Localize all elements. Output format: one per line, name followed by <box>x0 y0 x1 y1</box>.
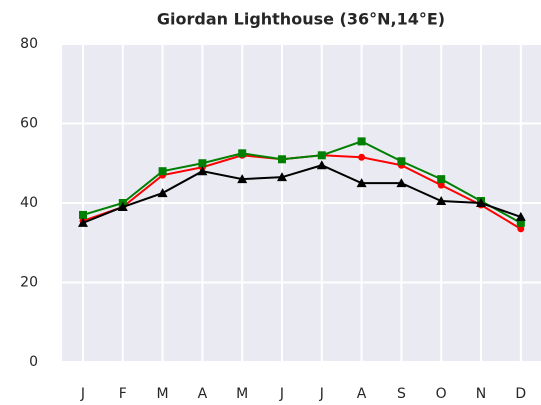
y-tick-label: 20 <box>20 275 38 291</box>
x-tick-label: M <box>157 386 169 402</box>
marker <box>316 160 327 170</box>
marker <box>358 153 366 161</box>
x-tick-label: J <box>319 386 324 402</box>
marker <box>516 218 525 227</box>
marker <box>117 201 128 211</box>
marker <box>437 175 446 184</box>
marker <box>158 167 167 176</box>
x-tick-label: O <box>436 386 447 402</box>
marker <box>357 137 366 146</box>
y-tick-label: 80 <box>20 36 38 52</box>
marker <box>356 178 367 188</box>
y-tick-label: 0 <box>29 354 38 370</box>
marker <box>396 178 407 188</box>
marker <box>436 196 447 206</box>
marker <box>278 155 286 164</box>
marker <box>198 159 207 168</box>
marker <box>397 157 406 166</box>
marker <box>277 172 287 182</box>
x-tick-label: S <box>397 386 406 402</box>
line <box>82 164 522 224</box>
marker <box>237 174 248 184</box>
marker <box>476 198 486 207</box>
y-tick-label: 60 <box>20 116 38 132</box>
marker <box>238 149 247 158</box>
x-tick-label: A <box>357 386 367 402</box>
marker <box>517 225 525 233</box>
line <box>82 140 522 224</box>
marker <box>79 210 87 219</box>
chart-title: Giordan Lighthouse (36°N,14°E) <box>157 10 445 29</box>
x-tick-label: F <box>119 386 127 402</box>
marker <box>317 151 326 160</box>
marker <box>197 166 208 176</box>
marker <box>157 188 168 198</box>
x-tick-label: N <box>476 386 486 402</box>
marker <box>78 217 88 227</box>
x-tick-label: M <box>236 386 248 402</box>
x-tick-label: A <box>198 386 208 402</box>
x-tick-label: J <box>279 386 284 402</box>
marker <box>515 211 526 221</box>
marker <box>437 181 445 189</box>
y-tick-label: 40 <box>20 195 38 211</box>
x-tick-label: J <box>80 386 85 402</box>
x-tick-label: D <box>515 386 526 402</box>
